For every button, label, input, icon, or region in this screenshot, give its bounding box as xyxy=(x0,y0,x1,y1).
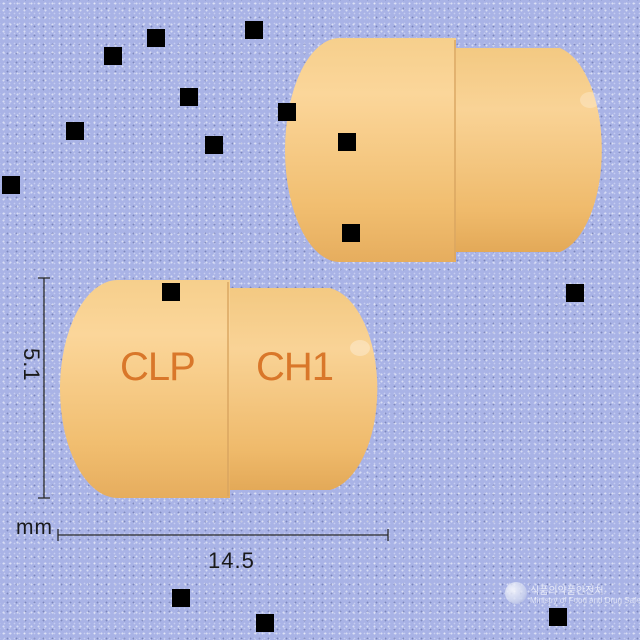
capsule-top-right xyxy=(285,38,602,262)
noise-square xyxy=(256,614,274,632)
noise-square xyxy=(245,21,263,39)
imprint-body-text: CH1 xyxy=(256,345,334,389)
agency-logo-icon xyxy=(505,582,527,604)
capsule-cap xyxy=(60,280,230,498)
dimension-height-line xyxy=(38,277,50,499)
capsule-cap xyxy=(285,38,456,262)
noise-square xyxy=(549,608,567,626)
noise-square xyxy=(180,88,198,106)
noise-square xyxy=(338,133,356,151)
noise-square xyxy=(104,47,122,65)
noise-square xyxy=(66,122,84,140)
noise-square xyxy=(147,29,165,47)
unit-label: mm xyxy=(16,516,53,539)
width-label: 14.5 xyxy=(208,548,255,573)
noise-square xyxy=(566,284,584,302)
height-label: 5.1 xyxy=(19,348,44,382)
noise-square xyxy=(342,224,360,242)
imprint-cap-text: CLP xyxy=(120,345,196,389)
noise-square xyxy=(278,103,296,121)
watermark-line1: 식품의약품안전처 xyxy=(530,586,604,597)
noise-square xyxy=(2,176,20,194)
capsule-body xyxy=(222,288,378,490)
dimension-width-line xyxy=(57,529,389,541)
noise-square xyxy=(205,136,223,154)
noise-square xyxy=(162,283,180,301)
capsule-body xyxy=(445,48,602,252)
watermark-line2: Ministry of Food and Drug Safety xyxy=(530,596,640,605)
capsule-bottom-left xyxy=(60,280,378,498)
noise-square xyxy=(172,589,190,607)
